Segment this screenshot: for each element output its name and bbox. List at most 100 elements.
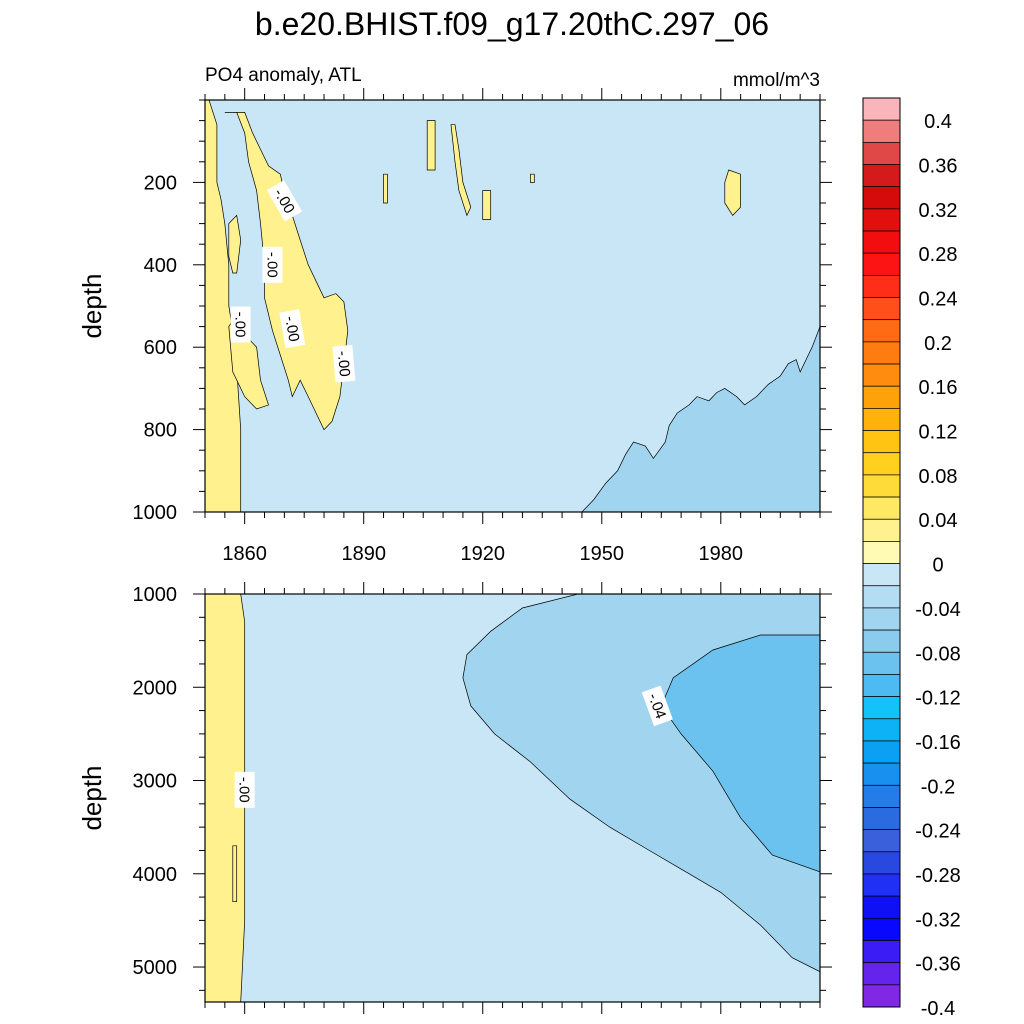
chart-title: b.e20.BHIST.f09_g17.20thC.297_06	[255, 6, 769, 42]
colorbar-box	[862, 651, 901, 675]
colorbar-box	[862, 297, 901, 321]
contour-region	[426, 120, 436, 171]
contour-label: -.00	[262, 246, 283, 283]
colorbar-box	[862, 895, 901, 919]
units-label: mmol/m^3	[733, 70, 820, 91]
colorbar-label: -0.04	[915, 599, 961, 621]
colorbar-box	[862, 984, 901, 1008]
colorbar-box	[862, 851, 901, 875]
y-tick-label: 5000	[133, 957, 178, 979]
colorbar-box	[862, 940, 901, 964]
y-tick-label: 1000	[133, 584, 178, 606]
colorbar-label: 0.32	[919, 200, 958, 222]
y-axis-label: depth	[77, 765, 107, 830]
colorbar-label: -0.24	[915, 821, 961, 843]
contour-region	[530, 173, 535, 183]
contour-region	[450, 124, 472, 217]
colorbar-box	[862, 518, 901, 542]
colorbar-box	[862, 319, 901, 343]
x-tick-label: 1890	[341, 543, 386, 565]
y-axis-label: depth	[77, 273, 107, 338]
colorbar-box	[862, 385, 901, 409]
colorbar-box	[862, 917, 901, 941]
colorbar-box	[862, 740, 901, 764]
contour-region	[660, 634, 820, 873]
y-tick-label: 400	[144, 255, 177, 277]
colorbar-label: 0.16	[919, 377, 958, 399]
y-tick-label: 200	[144, 172, 177, 194]
colorbar-label: 0.24	[919, 289, 958, 311]
colorbar-label: 0.36	[919, 156, 958, 178]
colorbar-label: 0.04	[919, 510, 958, 532]
y-tick-label: 1000	[133, 502, 178, 524]
colorbar-box	[862, 873, 901, 897]
colorbar-box	[862, 341, 901, 365]
colorbar-label: -0.32	[915, 909, 961, 931]
colorbar-box	[862, 252, 901, 276]
y-tick-label: 600	[144, 337, 177, 359]
colorbar: 0.4 0.36 0.32 0.28 0.24 0.2 0.16 0.12 0.08 0.04 0 -…	[862, 97, 961, 1020]
colorbar-box	[862, 585, 901, 609]
plot-frame	[204, 593, 821, 1003]
colorbar-label: -0.36	[915, 954, 961, 976]
colorbar-box	[862, 275, 901, 298]
colorbar-label: -0.2	[921, 776, 955, 798]
colorbar-box	[862, 363, 901, 387]
contour-label: -.00	[234, 771, 255, 808]
colorbar-label: -0.08	[915, 643, 961, 665]
colorbar-box	[862, 164, 901, 188]
contour-label: -.00	[279, 309, 306, 349]
contour-region	[232, 845, 238, 903]
colorbar-box	[862, 119, 901, 143]
svg-text:-.00: -.00	[232, 312, 249, 338]
contour-region	[205, 100, 242, 512]
colorbar-label: 0.4	[924, 111, 952, 133]
colorbar-box	[862, 784, 901, 808]
x-tick-label: 1860	[222, 543, 267, 565]
svg-text:-.00: -.00	[264, 252, 281, 278]
contour-region	[383, 173, 388, 204]
y-tick-label: 3000	[133, 771, 178, 793]
y-tick-label: 4000	[133, 864, 178, 886]
colorbar-box	[862, 408, 901, 431]
contour-region	[228, 214, 242, 274]
colorbar-box	[862, 674, 901, 697]
colorbar-label: 0.12	[919, 422, 958, 444]
colorbar-box	[862, 97, 901, 121]
colorbar-box	[862, 629, 901, 653]
colorbar-box	[862, 563, 901, 587]
contour-region	[482, 190, 492, 220]
x-tick-label: 1980	[699, 543, 744, 565]
colorbar-box	[862, 962, 901, 986]
colorbar-box	[862, 829, 901, 853]
colorbar-box	[862, 762, 901, 786]
colorbar-label: 0.28	[919, 244, 958, 266]
colorbar-box	[862, 496, 901, 520]
colorbar-label: 0	[932, 555, 943, 577]
colorbar-label: 0.2	[924, 333, 952, 355]
svg-text:-.00: -.00	[281, 315, 302, 343]
colorbar-label: -0.28	[915, 865, 961, 887]
contour-region	[581, 326, 820, 512]
colorbar-box	[862, 474, 901, 498]
colorbar-box	[862, 430, 901, 454]
contour-label: -.00	[230, 306, 251, 343]
colorbar-box	[862, 807, 901, 830]
colorbar-box	[862, 696, 901, 720]
contour-label: -.00	[332, 344, 356, 383]
colorbar-box	[862, 452, 901, 476]
x-tick-label: 1950	[580, 543, 625, 565]
chart-subtitle: PO4 anomaly, ATL	[205, 65, 362, 86]
colorbar-label: -0.4	[921, 998, 955, 1020]
colorbar-box	[862, 230, 901, 254]
svg-text:-.00: -.00	[334, 350, 353, 377]
y-tick-label: 800	[144, 420, 177, 442]
colorbar-label: 0.08	[919, 466, 958, 488]
panel-upper: 1860 1890 1920 1950 1980 200 400 600 800 1000 dept…	[77, 88, 832, 565]
contour-region	[724, 169, 741, 216]
colorbar-label: -0.16	[915, 732, 961, 754]
colorbar-label: -0.12	[915, 688, 961, 710]
colorbar-box	[862, 718, 901, 742]
